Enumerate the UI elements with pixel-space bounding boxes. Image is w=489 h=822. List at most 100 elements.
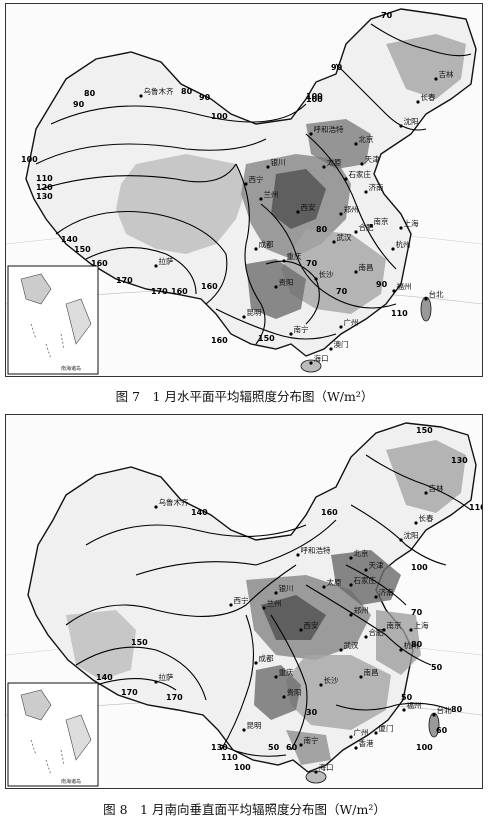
- contour-value-label: 110: [391, 309, 408, 318]
- city-label: 兰州: [264, 189, 279, 199]
- city-marker: [374, 595, 378, 599]
- city-marker: [374, 731, 378, 735]
- city-label: 吉林: [429, 483, 444, 493]
- city-marker: [432, 713, 436, 717]
- city-marker: [266, 165, 270, 169]
- contour-value-label: 130: [36, 192, 53, 201]
- contour-value-label: 110: [221, 753, 238, 762]
- city-marker: [332, 240, 336, 244]
- city-label: 南宁: [294, 324, 309, 334]
- city-label: 厦门: [379, 724, 394, 733]
- city-label: 福州: [407, 701, 422, 710]
- contour-value-label: 170: [121, 688, 138, 697]
- contour-value-label: 90: [199, 93, 211, 102]
- contour-value-label: 100: [306, 95, 323, 104]
- contour-value-label: 70: [411, 608, 423, 617]
- city-marker: [359, 675, 363, 679]
- contour-value-label: 140: [96, 673, 113, 682]
- city-label: 长春: [419, 513, 434, 523]
- figure-7: 乌鲁木齐 吉林 长春 沈阳 呼和浩特 北京 天津 银川 太原 石家庄 西宁 兰州 济南 西安 郑州 合肥 南京 上…: [0, 0, 489, 410]
- city-marker: [399, 226, 403, 230]
- city-marker: [309, 361, 313, 365]
- city-label: 西安: [301, 202, 316, 212]
- city-label: 呼和浩特: [301, 545, 331, 555]
- city-marker: [254, 661, 258, 665]
- city-marker: [259, 197, 263, 201]
- city-label: 西宁: [249, 174, 264, 184]
- city-label: 重庆: [287, 251, 302, 261]
- contour-value-label: 160: [91, 259, 108, 268]
- city-label: 长春: [421, 92, 436, 102]
- map-frame-7: 乌鲁木齐 吉林 长春 沈阳 呼和浩特 北京 天津 银川 太原 石家庄 西宁 兰州 济南 西安 郑州 合肥 南京 上…: [5, 3, 483, 377]
- city-marker: [392, 289, 396, 293]
- city-marker: [274, 591, 278, 595]
- city-label: 上海: [404, 218, 419, 228]
- city-marker: [349, 583, 353, 587]
- city-label: 合肥: [359, 222, 374, 232]
- contour-value-label: 100: [234, 763, 251, 772]
- city-label: 杭州: [404, 640, 419, 650]
- city-label: 兰州: [267, 598, 282, 608]
- contour-value-label: 170: [166, 693, 183, 702]
- city-label: 台北: [429, 289, 444, 299]
- city-marker: [154, 264, 158, 268]
- city-label: 济南: [369, 182, 384, 192]
- city-label: 济南: [379, 587, 394, 597]
- city-label: 北京: [359, 134, 374, 144]
- contour-value-label: 50: [268, 743, 280, 752]
- city-marker: [229, 603, 233, 607]
- contour-value-label: 90: [331, 63, 343, 72]
- contour-value-label: 150: [258, 334, 275, 343]
- city-label: 长沙: [324, 675, 339, 685]
- city-marker: [369, 224, 373, 228]
- city-marker: [399, 648, 403, 652]
- contour-value-label: 160: [211, 336, 228, 345]
- contour-value-label: 90: [376, 280, 388, 289]
- city-marker: [296, 553, 300, 557]
- city-label: 武汉: [344, 640, 359, 650]
- city-label: 南京: [374, 216, 389, 226]
- city-marker: [434, 77, 438, 81]
- city-marker: [414, 521, 418, 525]
- city-marker: [354, 746, 358, 750]
- city-marker: [399, 124, 403, 128]
- city-marker: [424, 297, 428, 301]
- city-marker: [391, 247, 395, 251]
- contour-value-label: 120: [36, 183, 53, 192]
- city-label: 贵阳: [287, 687, 302, 697]
- city-label: 广州: [354, 727, 369, 737]
- city-marker: [309, 132, 313, 136]
- city-marker: [154, 680, 158, 684]
- figure-7-caption: 图 7 1 月水平面平均辐照度分布图（W/m²）: [115, 389, 374, 404]
- inset-label: 南海诸岛: [61, 778, 81, 785]
- city-marker: [364, 635, 368, 639]
- city-marker: [299, 743, 303, 747]
- city-label: 沈阳: [404, 530, 419, 540]
- city-label: 海口: [319, 762, 334, 772]
- city-label: 昆明: [247, 721, 262, 730]
- city-marker: [339, 648, 343, 652]
- city-label: 呼和浩特: [314, 124, 344, 134]
- contour-value-label: 150: [416, 426, 433, 435]
- city-label: 贵阳: [279, 277, 294, 287]
- city-marker: [282, 259, 286, 263]
- contour-value-label: 130: [451, 456, 468, 465]
- city-marker: [154, 505, 158, 509]
- city-marker: [329, 347, 333, 351]
- city-label: 沈阳: [404, 116, 419, 126]
- contour-value-label: 100: [306, 92, 323, 101]
- contour-value-label: 70: [306, 259, 318, 268]
- city-marker: [424, 491, 428, 495]
- city-label: 合肥: [369, 627, 384, 637]
- contour-value-label: 170: [116, 276, 133, 285]
- contour-value-label: 160: [171, 287, 188, 296]
- city-label: 石家庄: [349, 169, 372, 179]
- contour-value-label: 80: [181, 87, 193, 96]
- city-marker: [282, 695, 286, 699]
- city-label: 拉萨: [159, 256, 174, 266]
- city-marker: [344, 177, 348, 181]
- contour-value-label: 100: [21, 155, 38, 164]
- city-marker: [382, 628, 386, 632]
